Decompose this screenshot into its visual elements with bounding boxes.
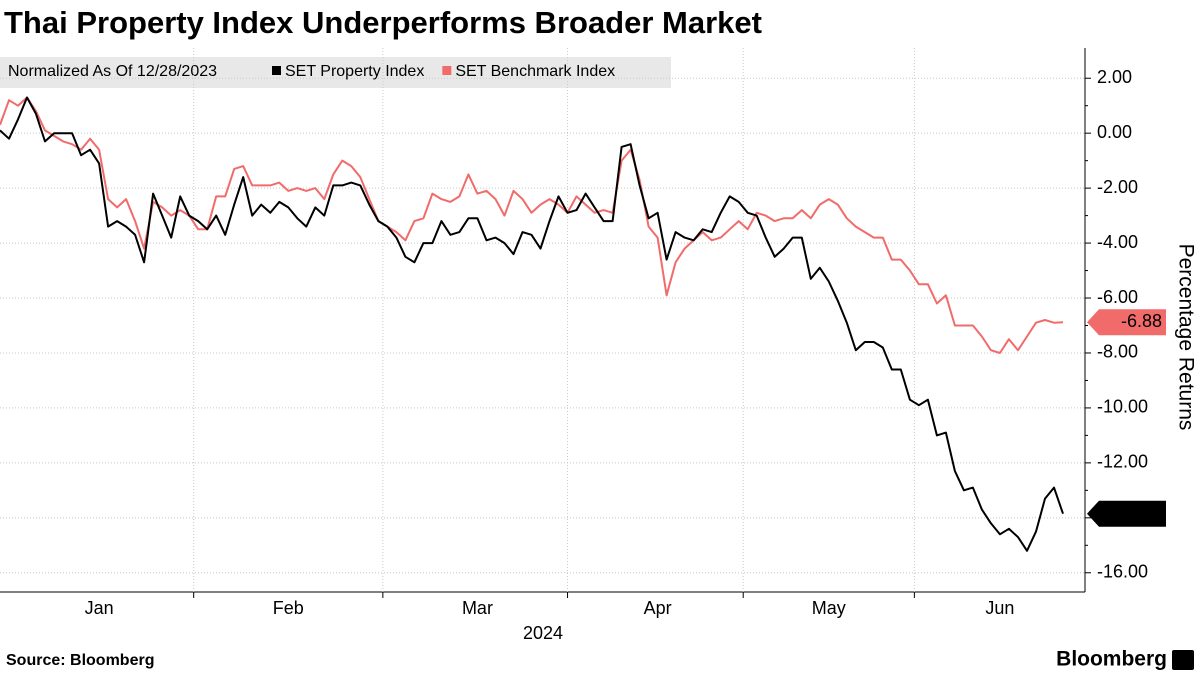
end-label: -6.88	[1121, 311, 1162, 331]
legend-box	[0, 57, 671, 88]
end-label-box	[1087, 309, 1166, 336]
y-axis-title: Percentage Returns	[1174, 244, 1197, 431]
x-axis-title: 2024	[523, 623, 563, 643]
end-label: -13.85	[1111, 502, 1162, 522]
y-tick-label: -2.00	[1097, 177, 1138, 197]
legend-label: SET Property Index	[285, 63, 424, 80]
end-label-box	[1087, 500, 1166, 527]
source: Source: Bloomberg	[6, 652, 154, 669]
x-tick-label: Jan	[85, 598, 114, 618]
y-tick-label: -10.00	[1097, 397, 1148, 417]
chart-title: Thai Property Index Underperforms Broade…	[4, 5, 762, 40]
y-tick-label: -6.00	[1097, 287, 1138, 307]
x-tick-label: Apr	[644, 598, 672, 618]
legend-swatch	[442, 66, 452, 75]
x-tick-label: Feb	[273, 598, 304, 618]
legend-swatch	[272, 66, 281, 75]
brand-icon	[1172, 650, 1194, 670]
y-tick-label: 0.00	[1097, 122, 1132, 142]
y-tick-label: -8.00	[1097, 342, 1138, 362]
subtitle: Normalized As Of 12/28/2023	[8, 63, 217, 80]
series-line	[0, 96, 1064, 552]
y-tick-label: 2.00	[1097, 67, 1132, 87]
y-tick-label: -12.00	[1097, 452, 1148, 472]
y-tick-label: -16.00	[1097, 562, 1148, 582]
x-tick-label: Jun	[985, 598, 1014, 618]
y-tick-label: -4.00	[1097, 232, 1138, 252]
legend-label: SET Benchmark Index	[455, 63, 615, 80]
series-line	[0, 96, 1064, 354]
brand: Bloomberg	[1056, 648, 1167, 671]
x-tick-label: Mar	[462, 598, 493, 618]
x-tick-label: May	[812, 598, 846, 618]
